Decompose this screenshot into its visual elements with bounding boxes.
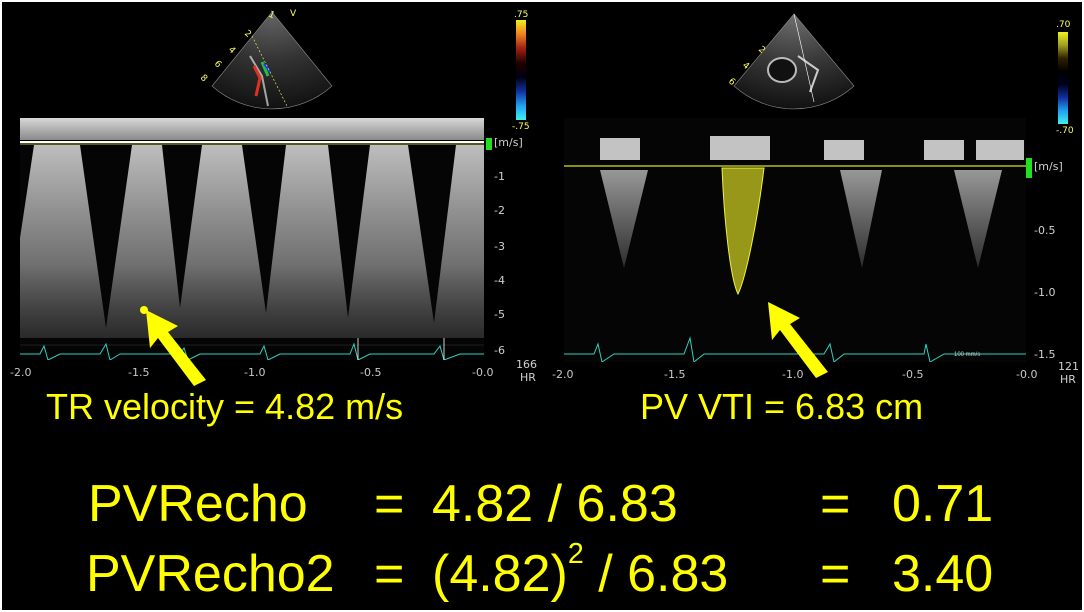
pv-color-bar xyxy=(1058,32,1068,124)
pv-xtick: -0.0 xyxy=(1016,368,1038,381)
tr-peak-marker xyxy=(140,306,148,314)
formula1-result: 0.71 xyxy=(892,475,994,533)
pv-vti-caption: PV VTI = 6.83 cm xyxy=(640,386,924,427)
pv-arrow-icon xyxy=(768,302,828,378)
formula2-equals-2: = xyxy=(820,545,851,603)
pv-ytick: -1.5 xyxy=(1034,348,1056,361)
formula1-equals: = xyxy=(374,475,405,533)
formula1-equals-2: = xyxy=(820,475,851,533)
pv-ytick: -0.5 xyxy=(1034,224,1056,237)
tr-xtick: -0.0 xyxy=(472,366,494,379)
pv-xtick: -2.0 xyxy=(552,368,574,381)
tr-ytick: -3 xyxy=(494,240,505,253)
pv-xtick: -0.5 xyxy=(902,368,924,381)
tr-color-min: -.75 xyxy=(512,122,530,132)
tr-hr-label: HR xyxy=(520,371,536,384)
tr-velocity-caption: TR velocity = 4.82 m/s xyxy=(46,386,404,427)
pv-scale-marker xyxy=(1026,158,1032,178)
tr-ytick: -2 xyxy=(494,204,505,217)
tr-color-max: .75 xyxy=(514,10,529,20)
pv-hr-value: 121 xyxy=(1058,360,1079,373)
tr-sector-image: 1 2 4 6 8 V xyxy=(198,9,333,110)
formula2-equals: = xyxy=(374,545,405,603)
formula2-divisor: / 6.83 xyxy=(583,545,729,603)
pv-panel: 2 4 6 .70 -.70 xyxy=(542,2,1082,432)
tr-xtick: -1.0 xyxy=(244,366,266,379)
tr-xtick: -1.5 xyxy=(128,366,150,379)
tr-ytick: -1 xyxy=(494,170,505,183)
tr-xtick: -0.5 xyxy=(360,366,382,379)
pv-color-max: .70 xyxy=(1056,20,1071,30)
tr-ytick: -6 xyxy=(494,344,505,357)
tr-ytick: -4 xyxy=(494,274,505,287)
tr-panel: 1 2 4 6 8 V .75 -.75 xyxy=(2,2,542,432)
tr-scale-marker xyxy=(486,138,492,150)
svg-text:4: 4 xyxy=(226,45,237,56)
formula2-label: PVRecho2 xyxy=(86,545,335,603)
tr-color-bar xyxy=(516,20,526,120)
svg-text:6: 6 xyxy=(726,77,737,89)
svg-text:1: 1 xyxy=(267,10,276,21)
pv-xtick: -1.0 xyxy=(782,368,804,381)
formula2-exponent: 2 xyxy=(567,538,584,571)
pv-unit-label: [m/s] xyxy=(1034,160,1063,173)
formula1-expression: 4.82 / 6.83 xyxy=(432,475,678,533)
pv-sector-image: 2 4 6 xyxy=(726,13,855,110)
pv-doppler-spectrum: 100 mm/s xyxy=(564,118,1026,362)
tr-ytick: -5 xyxy=(494,308,505,321)
svg-text:8: 8 xyxy=(198,73,209,84)
svg-text:2: 2 xyxy=(756,45,767,56)
formula2-base: (4.82) xyxy=(432,545,568,603)
formula2-expression: (4.82)2 / 6.83 xyxy=(432,538,729,604)
svg-text:6: 6 xyxy=(212,59,223,70)
pv-hr-label: HR xyxy=(1060,373,1076,386)
pv-xtick: -1.5 xyxy=(664,368,686,381)
tr-unit-label: [m/s] xyxy=(494,136,523,149)
svg-text:100 mm/s: 100 mm/s xyxy=(954,352,980,358)
formula1-label: PVRecho xyxy=(88,475,308,533)
formula2-result: 3.40 xyxy=(892,545,994,603)
svg-text:4: 4 xyxy=(740,61,751,73)
tr-arrow-icon xyxy=(146,310,206,386)
tr-doppler-spectrum: 100 mm/s xyxy=(20,118,484,360)
tr-xtick: -2.0 xyxy=(10,366,32,379)
svg-text:2: 2 xyxy=(242,29,253,40)
pv-color-min: -.70 xyxy=(1056,126,1074,136)
tr-hr-value: 166 xyxy=(516,358,537,371)
pv-ytick: -1.0 xyxy=(1034,286,1056,299)
svg-text:V: V xyxy=(290,9,297,19)
